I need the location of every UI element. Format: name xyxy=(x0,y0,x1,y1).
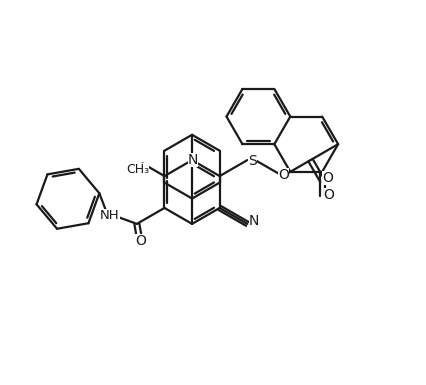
Text: CH₃: CH₃ xyxy=(126,163,149,176)
Text: N: N xyxy=(188,153,198,167)
Text: O: O xyxy=(135,234,146,248)
Text: O: O xyxy=(278,168,289,182)
Text: O: O xyxy=(324,188,334,202)
Text: N: N xyxy=(249,214,259,228)
Text: S: S xyxy=(248,154,256,168)
Text: NH: NH xyxy=(100,209,120,223)
Text: O: O xyxy=(322,171,333,185)
